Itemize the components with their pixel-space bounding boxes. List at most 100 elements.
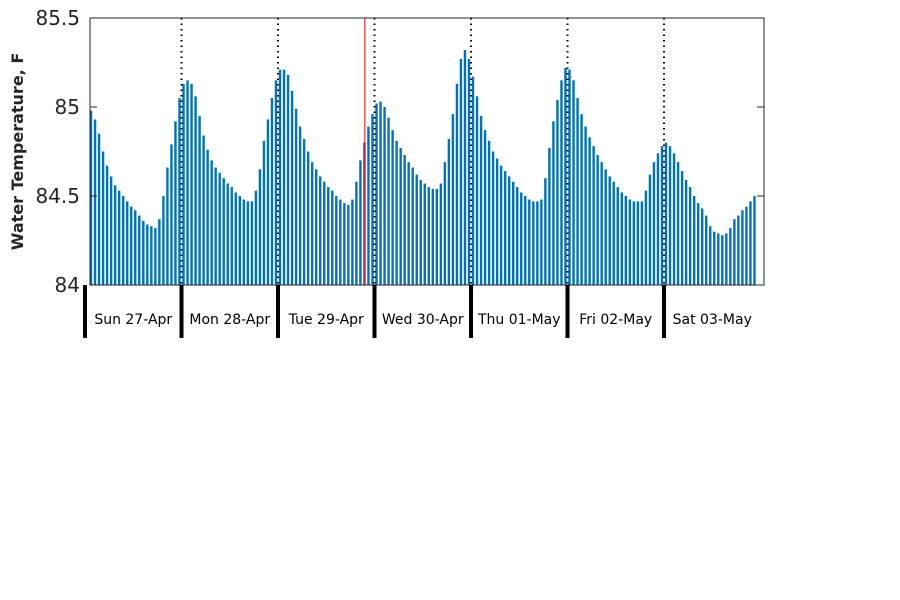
bar	[616, 187, 619, 285]
bar	[117, 190, 121, 285]
bar	[656, 153, 660, 285]
bar	[692, 196, 696, 285]
bar	[491, 151, 495, 285]
bar	[186, 80, 189, 285]
bar	[270, 98, 274, 285]
bar	[709, 226, 712, 285]
bar	[97, 133, 101, 285]
bar	[600, 162, 603, 285]
day-separators	[180, 18, 665, 285]
day-tick-label: Sat 03-May	[673, 312, 752, 328]
bar	[90, 110, 93, 285]
bar	[524, 196, 527, 285]
bar	[483, 130, 487, 285]
bar	[415, 174, 418, 285]
bar	[624, 196, 628, 285]
bar	[596, 155, 599, 285]
bar	[684, 179, 688, 285]
bar	[411, 167, 414, 285]
bar	[146, 224, 149, 285]
bar	[745, 206, 748, 285]
bar	[310, 162, 314, 285]
bar	[226, 183, 229, 285]
bar	[278, 69, 282, 286]
bar	[487, 140, 491, 285]
y-tick-label: 85.5	[35, 6, 80, 30]
bar	[652, 162, 656, 285]
bar	[552, 121, 555, 286]
bar	[222, 178, 225, 285]
bar	[331, 190, 334, 285]
bar	[234, 192, 237, 285]
bar	[190, 83, 193, 285]
bar	[126, 201, 129, 285]
bar	[262, 140, 266, 285]
bar	[588, 137, 591, 285]
bar	[375, 103, 378, 285]
bar	[713, 231, 716, 285]
bar	[395, 140, 398, 285]
bar	[612, 181, 615, 285]
bar	[648, 174, 652, 285]
bar	[672, 153, 676, 285]
bar	[121, 196, 125, 285]
bar	[463, 50, 467, 285]
bar	[218, 172, 221, 285]
bar	[721, 235, 724, 285]
bar	[391, 130, 394, 285]
bar	[584, 126, 587, 285]
bar	[154, 228, 157, 285]
bar	[238, 196, 242, 285]
bar	[632, 201, 636, 285]
bar	[339, 199, 342, 285]
bar	[294, 108, 298, 285]
bar	[359, 160, 362, 285]
bar	[556, 99, 559, 285]
bar	[427, 187, 430, 285]
bar	[753, 196, 756, 285]
bar	[564, 67, 567, 285]
bar	[105, 165, 109, 285]
y-tick-label: 84.5	[35, 184, 80, 208]
bar	[580, 114, 583, 286]
bar	[568, 69, 571, 286]
bar	[576, 98, 579, 285]
bar	[113, 185, 117, 285]
bar	[290, 90, 294, 285]
bar	[479, 115, 483, 286]
bar	[676, 162, 680, 285]
bar	[717, 233, 720, 285]
y-axis-label: Water Temperature, F	[8, 53, 27, 251]
bar	[733, 219, 736, 285]
bar	[242, 199, 246, 285]
bar	[266, 119, 270, 286]
bar	[668, 146, 672, 285]
day-tick-label: Sun 27-Apr	[94, 312, 172, 328]
bar	[142, 220, 145, 285]
bar	[174, 121, 177, 286]
bar	[447, 139, 451, 285]
bar	[178, 98, 181, 285]
x-axis-day-ticks: Sun 27-Apr Mon 28-Apr Tue 29-Apr Wed 30-Apr…	[83, 285, 752, 338]
bar	[351, 199, 354, 285]
bar	[286, 74, 290, 286]
bar	[254, 190, 258, 285]
bar	[620, 192, 623, 285]
day-tick-label: Thu 01-May	[477, 312, 561, 328]
bar	[101, 151, 105, 285]
bar	[387, 117, 390, 286]
day-tick-label: Mon 28-Apr	[189, 312, 270, 328]
bar	[705, 215, 708, 285]
bar	[138, 215, 141, 285]
bar	[604, 169, 607, 285]
bar	[158, 219, 161, 285]
bar	[725, 233, 728, 285]
bar	[198, 115, 201, 286]
bar	[435, 188, 439, 285]
bar	[206, 149, 209, 285]
plot-frame	[89, 17, 765, 286]
bar	[592, 146, 595, 285]
bar	[572, 80, 575, 285]
bar	[407, 162, 410, 285]
bar	[399, 147, 402, 285]
